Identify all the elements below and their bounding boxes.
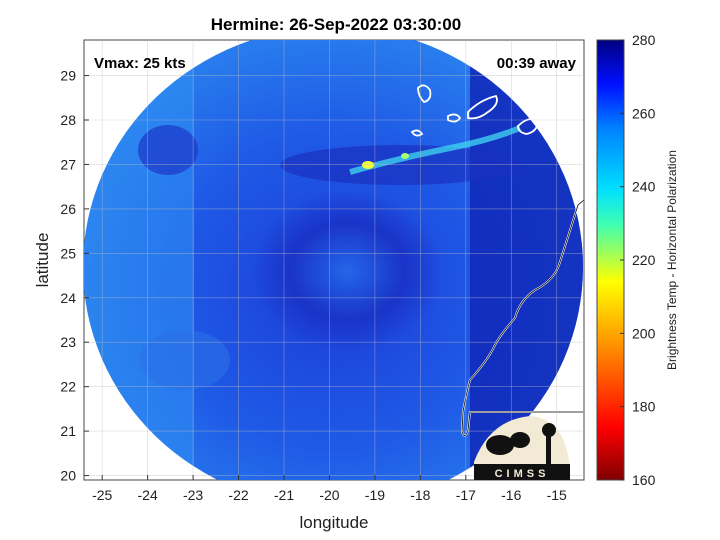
coastline-outline (461, 199, 584, 436)
canary-islands (410, 84, 539, 137)
x-tick-label: -23 (183, 487, 203, 503)
logo-dish-1 (486, 435, 514, 455)
x-tick-label: -19 (365, 487, 385, 503)
y-axis-ticks: 20 21 22 23 24 25 26 27 28 29 (60, 68, 89, 484)
colorbar-tick-label: 260 (632, 105, 656, 121)
cloud-patch (138, 125, 198, 175)
rainband (280, 145, 520, 185)
storm-circulation (252, 191, 443, 352)
logo-banner (474, 464, 570, 480)
y-tick-label: 21 (60, 423, 76, 439)
y-tick-label: 29 (60, 68, 76, 84)
x-tick-label: -16 (501, 487, 521, 503)
y-tick-label: 20 (60, 468, 76, 484)
x-tick-label: -18 (410, 487, 430, 503)
x-tick-label: -20 (319, 487, 339, 503)
island-tenerife (467, 94, 498, 120)
colorbar (596, 39, 625, 481)
x-axis-ticks: -25 -24 -23 -22 -21 -20 -19 -18 -17 -16 -15 (92, 475, 567, 503)
x-tick-label: -22 (228, 487, 248, 503)
y-tick-label: 26 (60, 201, 76, 217)
vmax-annotation: Vmax: 25 kts (94, 55, 186, 72)
x-axis-label: longitude (299, 513, 368, 532)
y-tick-label: 23 (60, 334, 76, 350)
x-tick-label: -25 (92, 487, 112, 503)
cloud-patch-south (140, 330, 230, 390)
colorbar-tick-label: 280 (632, 32, 656, 48)
y-tick-label: 25 (60, 245, 76, 261)
island-gomera (447, 113, 462, 123)
island-hierro (410, 129, 424, 137)
y-axis-label: latitude (33, 233, 52, 288)
x-tick-label: -24 (138, 487, 158, 503)
logo-tower-top (542, 423, 556, 437)
colorbar-tick-label: 200 (632, 325, 656, 341)
y-tick-label: 28 (60, 112, 76, 128)
chart-title: Hermine: 26-Sep-2022 03:30:00 (211, 15, 461, 34)
time-away-annotation: 00:39 away (497, 55, 577, 72)
y-tick-label: 22 (60, 379, 76, 395)
logo-tower (546, 432, 551, 464)
colorbar-label: Brightness Temp - Horizontal Polarizatio… (665, 150, 679, 370)
x-tick-label: -17 (456, 487, 476, 503)
colorbar-tick-label: 160 (632, 472, 656, 488)
colorbar-ticks: 160 180 200 220 240 260 280 (620, 32, 656, 488)
colorbar-tick-label: 240 (632, 179, 656, 195)
grid (84, 40, 584, 480)
island-la-palma (417, 84, 432, 103)
island-gran-canaria (517, 117, 539, 135)
bright-spot-2 (401, 153, 409, 159)
cimss-logo: CIMSS (474, 416, 570, 480)
bright-spot (362, 161, 374, 169)
x-tick-label: -21 (274, 487, 294, 503)
logo-text: CIMSS (495, 468, 550, 480)
colorbar-tick-label: 180 (632, 399, 656, 415)
colorbar-tick-label: 220 (632, 252, 656, 268)
logo-dish-2 (510, 432, 530, 448)
y-tick-label: 27 (60, 156, 76, 172)
x-tick-label: -15 (547, 487, 567, 503)
y-tick-label: 24 (60, 290, 76, 306)
